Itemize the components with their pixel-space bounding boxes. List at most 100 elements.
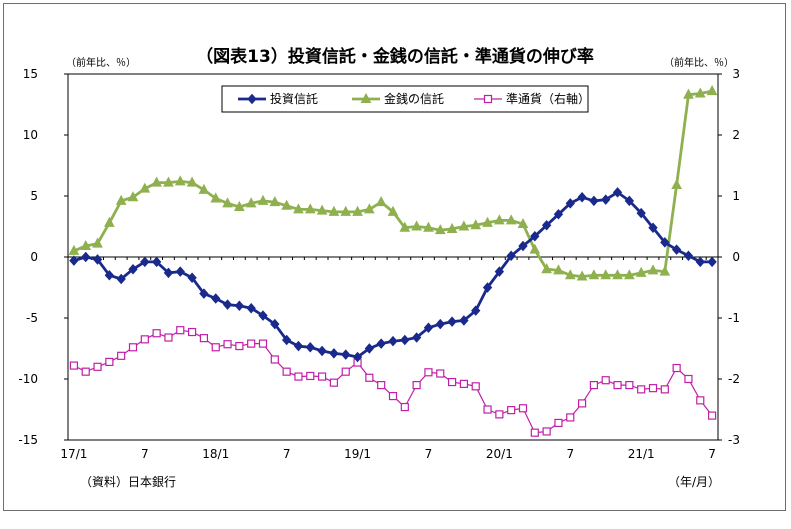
x-tick-label: 17/1 — [60, 447, 87, 461]
left-tick-label: 15 — [23, 67, 38, 81]
data-point — [612, 269, 623, 280]
legend-label: 準通貨（右軸） — [506, 91, 590, 106]
data-point — [507, 406, 516, 415]
data-point — [282, 367, 291, 376]
data-point — [163, 176, 174, 187]
data-point — [199, 288, 209, 299]
data-point — [69, 255, 79, 266]
data-point — [505, 214, 517, 225]
data-point — [411, 332, 422, 343]
data-point — [187, 272, 197, 283]
data-point — [175, 266, 185, 277]
data-point — [128, 263, 138, 275]
right-tick-label: 0 — [732, 250, 740, 264]
data-point — [589, 195, 599, 207]
series-1 — [68, 85, 718, 281]
data-point — [105, 357, 114, 367]
data-point — [412, 381, 421, 390]
data-point — [151, 256, 162, 268]
legend-label: 投資信託 — [270, 91, 318, 106]
data-point — [329, 348, 339, 359]
data-point — [459, 379, 469, 388]
data-point — [199, 334, 209, 343]
data-point — [328, 205, 340, 216]
data-point — [246, 302, 256, 314]
data-point — [80, 239, 92, 251]
data-point — [470, 219, 482, 230]
data-point — [400, 402, 409, 412]
data-point — [211, 293, 221, 304]
data-point — [210, 192, 222, 203]
data-point — [164, 333, 173, 342]
data-point — [434, 224, 446, 235]
right-tick-label: 3 — [732, 67, 740, 81]
data-point — [341, 367, 350, 376]
data-point — [471, 382, 480, 391]
data-point — [81, 367, 90, 376]
data-point — [671, 178, 682, 190]
data-point — [660, 385, 669, 394]
data-point — [223, 340, 232, 349]
data-point — [329, 378, 339, 387]
data-point — [174, 175, 186, 186]
data-point — [399, 221, 411, 232]
data-point — [317, 372, 327, 381]
data-point — [577, 399, 587, 408]
right-tick-label: -3 — [728, 433, 740, 447]
data-point — [447, 377, 457, 387]
left-tick-label: 10 — [23, 128, 38, 142]
data-point — [671, 244, 682, 255]
data-point — [258, 339, 268, 348]
data-point — [637, 385, 646, 394]
data-point — [352, 205, 363, 216]
data-point — [541, 220, 552, 231]
x-tick-label: 19/1 — [344, 447, 371, 461]
data-point — [388, 391, 398, 401]
x-tick-label: 7 — [425, 447, 433, 461]
data-point — [566, 413, 575, 422]
data-point — [364, 343, 375, 354]
data-point — [411, 220, 422, 231]
data-point — [423, 322, 434, 334]
left-tick-label: 0 — [30, 250, 38, 264]
data-point — [577, 191, 587, 203]
data-point — [542, 427, 551, 436]
data-point — [446, 222, 458, 233]
data-point — [104, 216, 115, 227]
data-point — [140, 335, 149, 344]
data-point — [482, 282, 493, 293]
data-point — [304, 203, 316, 214]
data-point — [576, 270, 588, 281]
data-point — [695, 256, 705, 268]
data-point — [517, 217, 529, 229]
x-tick-label: 7 — [141, 447, 149, 461]
data-point — [270, 355, 279, 364]
data-point — [482, 216, 493, 227]
data-point — [387, 205, 399, 216]
data-point — [436, 369, 445, 378]
data-point — [245, 197, 257, 208]
x-tick-label: 7 — [566, 447, 574, 461]
data-point — [506, 250, 516, 262]
data-point — [707, 411, 717, 420]
x-tick-label: 21/1 — [628, 447, 655, 461]
data-point — [624, 195, 635, 207]
data-point — [541, 263, 552, 274]
data-point — [553, 264, 564, 275]
right-tick-label: 1 — [732, 189, 740, 203]
data-point — [281, 199, 292, 210]
left-axis-unit: （前年比、％） — [66, 56, 136, 69]
data-point — [117, 351, 126, 360]
data-point — [518, 240, 528, 252]
data-point — [198, 183, 210, 194]
data-point — [683, 250, 694, 262]
data-point — [424, 368, 433, 377]
data-point — [139, 182, 151, 193]
data-point — [376, 338, 386, 349]
data-point — [684, 374, 693, 384]
data-point — [647, 264, 659, 275]
data-point — [683, 88, 694, 99]
left-tick-label: 5 — [30, 189, 38, 203]
data-point — [116, 273, 126, 285]
